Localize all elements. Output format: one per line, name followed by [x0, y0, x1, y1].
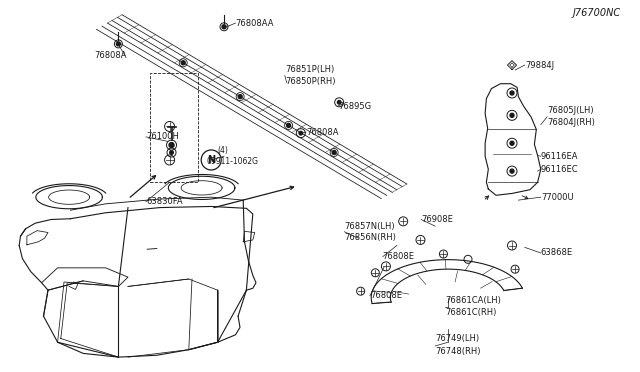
Text: 76100H: 76100H [146, 132, 179, 141]
Circle shape [169, 142, 174, 148]
Text: 76908E: 76908E [421, 215, 453, 224]
Circle shape [170, 151, 173, 154]
Text: J76700NC: J76700NC [573, 8, 621, 18]
Text: 96116EC: 96116EC [541, 165, 579, 174]
Text: 96116EA: 96116EA [541, 152, 579, 161]
Circle shape [287, 124, 291, 127]
Text: 76748(RH): 76748(RH) [435, 347, 481, 356]
Circle shape [510, 141, 514, 145]
Text: 76861C(RH): 76861C(RH) [445, 308, 496, 317]
Text: 79884J: 79884J [525, 61, 554, 70]
Circle shape [510, 91, 514, 95]
Text: 63830FA: 63830FA [146, 197, 182, 206]
Text: 76808E: 76808E [383, 252, 415, 261]
Text: 76804J(RH): 76804J(RH) [547, 118, 595, 127]
Circle shape [332, 151, 336, 154]
Text: 76749(LH): 76749(LH) [435, 334, 479, 343]
Circle shape [299, 131, 303, 135]
Circle shape [510, 169, 514, 173]
Text: 76808A: 76808A [95, 51, 127, 60]
Bar [150, 73, 198, 182]
Text: 76808AA: 76808AA [236, 19, 274, 28]
Text: 76895G: 76895G [338, 102, 371, 110]
Text: (4): (4) [218, 146, 228, 155]
Circle shape [337, 100, 341, 104]
Text: 63868E: 63868E [541, 248, 573, 257]
Text: 76805J(LH): 76805J(LH) [547, 106, 594, 115]
Circle shape [116, 42, 120, 46]
Text: N: N [207, 155, 215, 165]
Text: 76856N(RH): 76856N(RH) [344, 233, 396, 242]
Text: 76851P(LH): 76851P(LH) [285, 65, 334, 74]
Circle shape [510, 113, 514, 117]
Circle shape [181, 61, 185, 65]
Text: 77000U: 77000U [541, 193, 573, 202]
Text: 76857N(LH): 76857N(LH) [344, 222, 395, 231]
Text: 76850P(RH): 76850P(RH) [285, 77, 335, 86]
Text: 76808A: 76808A [306, 128, 339, 137]
Text: 76861CA(LH): 76861CA(LH) [445, 296, 500, 305]
Circle shape [238, 94, 242, 99]
Text: 09911-1062G: 09911-1062G [206, 157, 258, 166]
Circle shape [222, 25, 226, 29]
Text: 76808E: 76808E [370, 291, 402, 300]
